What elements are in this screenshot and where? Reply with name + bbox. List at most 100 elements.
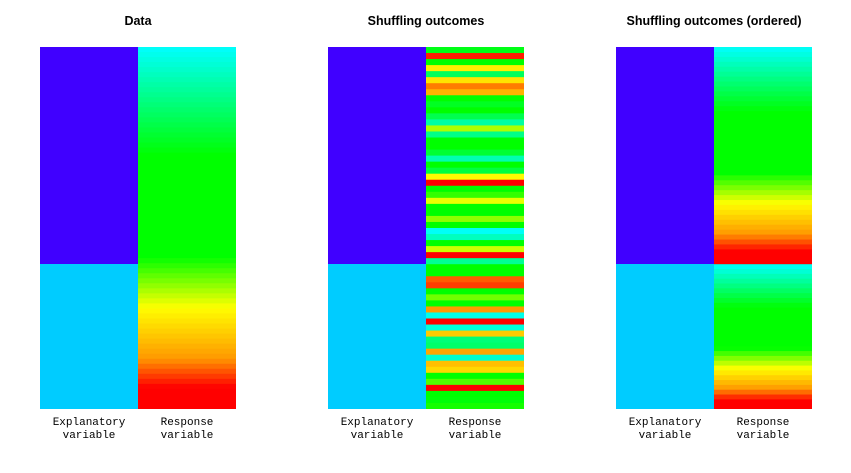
- group-a-block: [328, 47, 426, 264]
- response-stripe: [426, 65, 524, 72]
- response-band-group-a: [714, 165, 812, 171]
- response-stripe: [426, 384, 524, 392]
- response-label: Response variable: [426, 417, 524, 443]
- response-band-group-b: [714, 404, 812, 409]
- response-band: [138, 288, 236, 294]
- response-band: [138, 187, 236, 194]
- response-band-group-a: [714, 51, 812, 58]
- response-stripe: [426, 203, 524, 211]
- response-band: [138, 72, 236, 78]
- response-band: [138, 278, 236, 284]
- response-band: [138, 197, 236, 204]
- response-band: [138, 207, 236, 214]
- response-band-group-a: [714, 160, 812, 166]
- response-band-group-a: [714, 259, 812, 265]
- response-band-group-a: [714, 185, 812, 191]
- response-stripe: [426, 143, 524, 151]
- response-label: Response variable: [138, 417, 236, 443]
- response-band-group-a: [714, 180, 812, 186]
- response-stripe: [426, 95, 524, 102]
- response-band: [138, 67, 236, 73]
- response-band-group-b: [714, 302, 812, 309]
- response-band-group-a: [714, 204, 812, 211]
- response-band: [138, 238, 236, 244]
- response-band: [138, 303, 236, 309]
- response-band: [138, 403, 236, 409]
- response-band: [138, 57, 236, 63]
- response-band: [138, 298, 236, 304]
- response-stripe: [426, 89, 524, 96]
- response-column: [714, 47, 812, 409]
- response-band-group-b: [714, 307, 812, 313]
- response-band: [138, 233, 236, 239]
- response-band-group-a: [714, 140, 812, 147]
- response-band-group-b: [714, 341, 812, 347]
- response-band-group-a: [714, 200, 812, 206]
- response-band: [138, 177, 236, 184]
- response-band: [138, 343, 236, 350]
- response-stripe: [426, 179, 524, 187]
- response-band-group-b: [714, 389, 812, 396]
- response-band: [138, 62, 236, 68]
- response-stripe: [426, 221, 524, 229]
- explanatory-label-line1: Explanatory: [340, 417, 414, 429]
- explanatory-column: [40, 47, 138, 409]
- response-stripe: [426, 209, 524, 217]
- response-stripe: [426, 372, 524, 380]
- response-band-group-a: [714, 249, 812, 255]
- explanatory-label: Explanatory variable: [40, 417, 138, 443]
- response-band: [138, 243, 236, 249]
- response-stripe: [426, 119, 524, 126]
- response-band: [138, 338, 236, 345]
- group-a-block: [40, 47, 138, 264]
- response-band-group-b: [714, 380, 812, 386]
- response-stripe: [426, 306, 524, 313]
- response-band-group-b: [714, 346, 812, 352]
- response-stripe: [426, 191, 524, 199]
- response-band: [138, 373, 236, 380]
- response-band: [138, 102, 236, 108]
- response-stripe: [426, 197, 524, 205]
- response-band-group-b: [714, 399, 812, 405]
- response-ordered-gradients: [714, 47, 812, 409]
- response-stripe: [426, 137, 524, 145]
- response-band: [138, 228, 236, 234]
- response-stripe: [426, 252, 524, 259]
- response-band-group-b: [714, 317, 812, 323]
- response-band: [138, 293, 236, 299]
- response-band-group-a: [714, 125, 812, 132]
- response-band: [138, 318, 236, 325]
- response-band-group-a: [714, 91, 812, 97]
- response-band-group-b: [714, 278, 812, 285]
- response-band-group-a: [714, 121, 812, 127]
- response-stripe: [426, 131, 524, 138]
- response-band-group-a: [714, 234, 812, 241]
- response-band: [138, 77, 236, 83]
- response-band-group-a: [714, 224, 812, 231]
- response-band-group-a: [714, 81, 812, 87]
- response-band: [138, 388, 236, 395]
- response-stripe: [426, 264, 524, 271]
- response-stripe: [426, 276, 524, 283]
- response-band: [138, 358, 236, 365]
- response-band-group-b: [714, 288, 812, 294]
- response-band: [138, 162, 236, 169]
- response-band: [138, 333, 236, 340]
- panel-data: Data Explanatory variable Response varia…: [40, 0, 236, 473]
- response-band-group-b: [714, 360, 812, 367]
- response-band-group-a: [714, 214, 812, 221]
- response-stripe: [426, 77, 524, 84]
- response-band-group-b: [714, 331, 812, 338]
- response-band: [138, 117, 236, 123]
- response-band: [138, 222, 236, 229]
- response-band: [138, 147, 236, 154]
- response-stripe: [426, 366, 524, 374]
- response-band-group-a: [714, 244, 812, 250]
- response-stripe: [426, 83, 524, 90]
- response-band: [138, 253, 236, 259]
- response-band: [138, 248, 236, 254]
- response-label: Response variable: [714, 417, 812, 443]
- response-band: [138, 167, 236, 174]
- response-stripe: [426, 59, 524, 66]
- response-band: [138, 107, 236, 113]
